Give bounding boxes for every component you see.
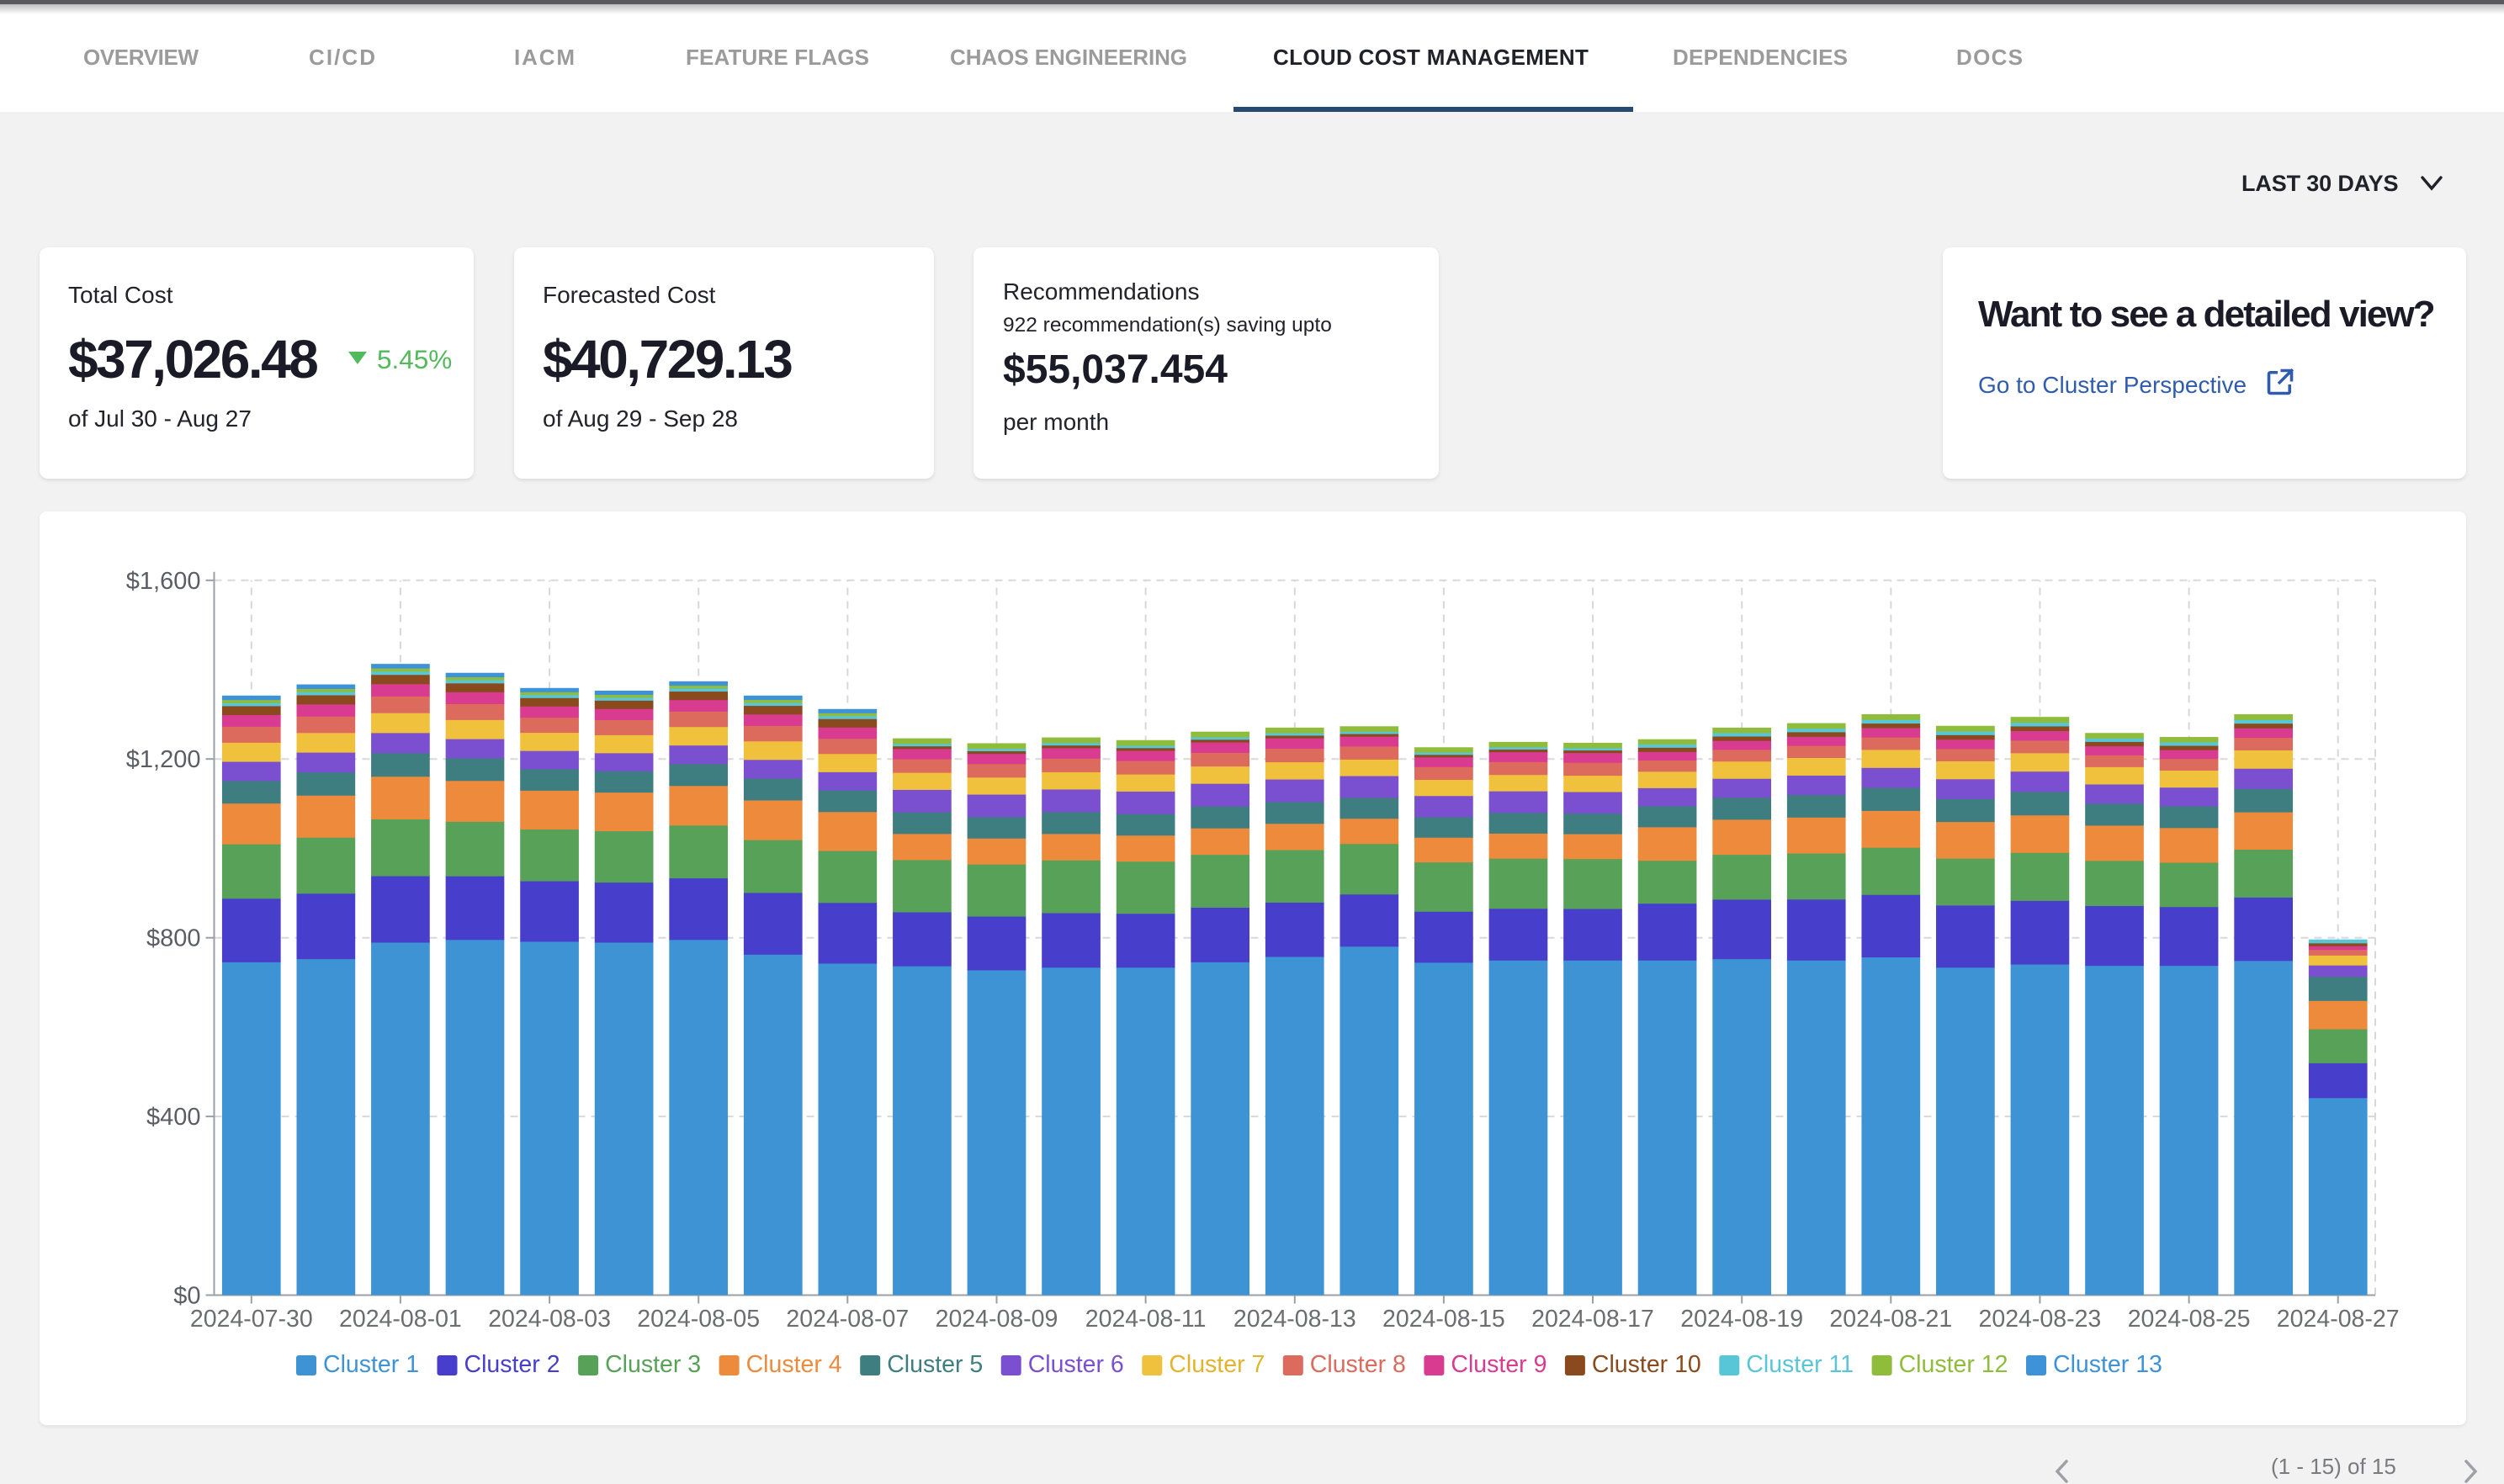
svg-text:Cluster 7: Cluster 7 — [1169, 1351, 1265, 1378]
svg-text:$0: $0 — [173, 1283, 200, 1310]
svg-text:$800: $800 — [146, 925, 201, 952]
svg-text:Cluster 1: Cluster 1 — [323, 1351, 419, 1378]
svg-text:2024-08-09: 2024-08-09 — [936, 1306, 1058, 1333]
svg-text:2024-07-30: 2024-07-30 — [190, 1306, 313, 1333]
svg-text:Cluster 10: Cluster 10 — [1592, 1351, 1701, 1378]
svg-text:2024-08-21: 2024-08-21 — [1829, 1306, 1952, 1333]
svg-text:2024-08-25: 2024-08-25 — [2128, 1306, 2251, 1333]
svg-text:$1,600: $1,600 — [126, 568, 201, 595]
svg-text:2024-08-13: 2024-08-13 — [1233, 1306, 1356, 1333]
svg-text:2024-08-27: 2024-08-27 — [2277, 1306, 2400, 1333]
svg-text:Cluster 3: Cluster 3 — [605, 1351, 701, 1378]
svg-text:Cluster 13: Cluster 13 — [2053, 1351, 2162, 1378]
svg-text:Cluster 12: Cluster 12 — [1899, 1351, 2008, 1378]
svg-text:$1,200: $1,200 — [126, 746, 201, 773]
svg-text:Cluster 6: Cluster 6 — [1028, 1351, 1124, 1378]
svg-text:$400: $400 — [146, 1104, 201, 1131]
svg-text:Cluster 2: Cluster 2 — [464, 1351, 560, 1378]
svg-text:2024-08-19: 2024-08-19 — [1680, 1306, 1803, 1333]
svg-text:Cluster 5: Cluster 5 — [887, 1351, 983, 1378]
svg-text:2024-08-03: 2024-08-03 — [488, 1306, 611, 1333]
svg-text:2024-08-15: 2024-08-15 — [1382, 1306, 1505, 1333]
svg-text:Cluster 8: Cluster 8 — [1310, 1351, 1406, 1378]
svg-text:2024-08-07: 2024-08-07 — [786, 1306, 909, 1333]
svg-text:Cluster 4: Cluster 4 — [746, 1351, 842, 1378]
svg-text:2024-08-01: 2024-08-01 — [339, 1306, 462, 1333]
svg-text:Cluster 11: Cluster 11 — [1746, 1351, 1854, 1378]
svg-text:2024-08-11: 2024-08-11 — [1085, 1306, 1207, 1333]
svg-text:2024-08-23: 2024-08-23 — [1979, 1306, 2102, 1333]
svg-text:2024-08-05: 2024-08-05 — [637, 1306, 760, 1333]
svg-text:Cluster 9: Cluster 9 — [1451, 1351, 1546, 1378]
svg-text:2024-08-17: 2024-08-17 — [1531, 1306, 1654, 1333]
